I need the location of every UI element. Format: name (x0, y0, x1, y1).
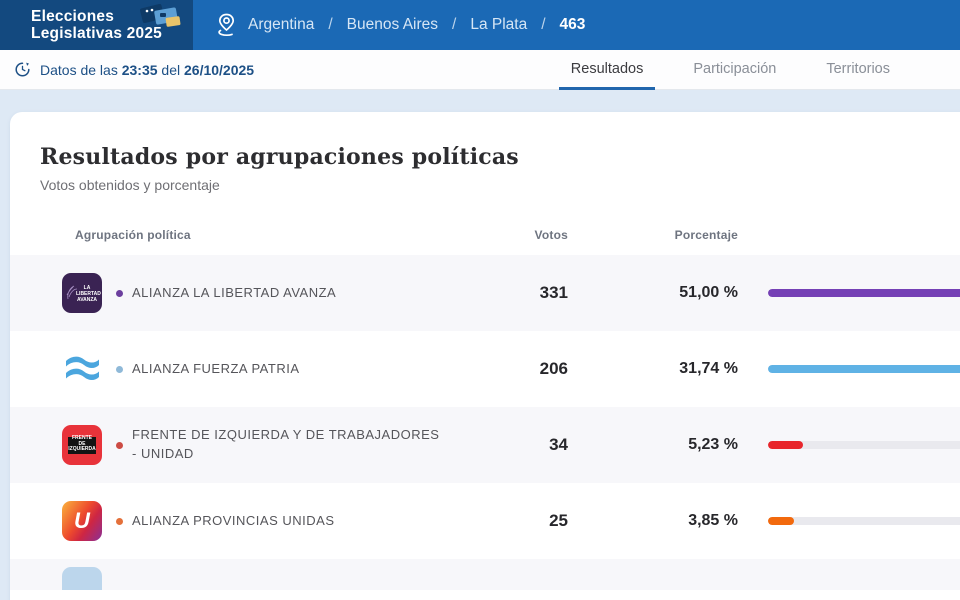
breadcrumb-separator: / (541, 16, 546, 33)
result-bar-track (768, 289, 960, 297)
breadcrumb-separator: / (328, 16, 333, 33)
percentage-value: 51,00 % (679, 284, 738, 301)
breadcrumb: Argentina / Buenos Aires / La Plata / 46… (215, 12, 585, 38)
votes-value: 206 (539, 359, 568, 378)
party-logo-la-libertad-avanza: LA LIBERTAD AVANZA (62, 273, 102, 313)
page-title: Resultados por agrupaciones políticas (40, 144, 519, 170)
table-row[interactable]: FRENTE DE IZQUIERDA FRENTE DE IZQUIERDA … (10, 407, 960, 483)
result-bar-fill (768, 517, 794, 525)
result-bar-track (768, 365, 960, 373)
data-timestamp: Datos de las 23:35 del 26/10/2025 (14, 61, 254, 78)
app-header: Elecciones Legislativas 2025 Argentina /… (0, 0, 960, 50)
ballots-illustration (140, 4, 181, 27)
update-clock-icon (15, 62, 30, 77)
votes-value: 34 (549, 435, 568, 454)
status-bar: Datos de las 23:35 del 26/10/2025 Result… (0, 50, 960, 90)
breadcrumb-separator: / (452, 16, 457, 33)
breadcrumb-item-province[interactable]: Buenos Aires (346, 16, 439, 33)
party-logo-provincias-unidas: U (62, 501, 102, 541)
party-name: ALIANZA PROVINCIAS UNIDAS (132, 512, 335, 528)
party-logo-text: FRENTE DE IZQUIERDA (68, 435, 96, 453)
table-header: Agrupación política Votos Porcentaje (10, 215, 960, 255)
party-logo-text: U (74, 508, 90, 533)
party-logo-frente-de-izquierda: FRENTE DE IZQUIERDA (62, 425, 102, 465)
data-time: 23:35 (121, 61, 158, 78)
party-logo-fuerza-patria (62, 349, 102, 389)
result-bar-fill (768, 289, 960, 297)
party-dot (116, 517, 123, 525)
tab-bar: Resultados Participación Territorios (558, 50, 902, 90)
column-header-votes: Votos (534, 228, 568, 242)
table-row[interactable]: LA LIBERTAD AVANZA ALIANZA LA LIBERTAD A… (10, 255, 960, 331)
tab-participacion[interactable]: Participación (693, 60, 777, 77)
result-bar-track (768, 517, 960, 525)
votes-value: 331 (539, 283, 568, 302)
breadcrumb-item-section: 463 (559, 16, 586, 33)
table-row[interactable]: U ALIANZA PROVINCIAS UNIDAS 25 3,85 % (10, 483, 960, 559)
tab-territorios[interactable]: Territorios (826, 60, 890, 77)
breadcrumb-item-country[interactable]: Argentina (248, 16, 315, 33)
result-bar-fill (768, 441, 804, 449)
party-logo-text: LA LIBERTAD AVANZA (76, 285, 101, 303)
data-date: 26/10/2025 (184, 61, 255, 78)
party-name: ALIANZA LA LIBERTAD AVANZA (132, 284, 337, 300)
app-logo[interactable]: Elecciones Legislativas 2025 (0, 0, 193, 50)
app-logo-text: Elecciones Legislativas 2025 (31, 7, 162, 42)
result-bar-track (768, 441, 960, 449)
table-row-partial[interactable] (10, 559, 960, 590)
party-dot (116, 289, 123, 297)
party-name: ALIANZA FUERZA PATRIA (132, 360, 300, 376)
percentage-value: 5,23 % (688, 436, 738, 453)
table-row[interactable]: ALIANZA FUERZA PATRIA 206 31,74 % (10, 331, 960, 407)
party-dot (116, 365, 123, 373)
location-pin-icon (218, 13, 235, 36)
result-bar-fill (768, 365, 960, 373)
results-card: Resultados por agrupaciones políticas Vo… (10, 112, 960, 600)
page-subtitle: Votos obtenidos y porcentaje (40, 177, 220, 193)
tab-resultados[interactable]: Resultados (558, 50, 656, 90)
percentage-value: 31,74 % (679, 360, 738, 377)
breadcrumb-item-city[interactable]: La Plata (470, 16, 528, 33)
party-dot (116, 441, 123, 449)
column-header-percentage: Porcentaje (674, 228, 738, 242)
party-logo-partial (62, 567, 102, 590)
column-header-party: Agrupación política (75, 228, 191, 242)
percentage-value: 3,85 % (688, 512, 738, 529)
party-name: FRENTE DE IZQUIERDA Y DE TRABAJADORES - … (132, 427, 440, 461)
votes-value: 25 (549, 511, 568, 530)
